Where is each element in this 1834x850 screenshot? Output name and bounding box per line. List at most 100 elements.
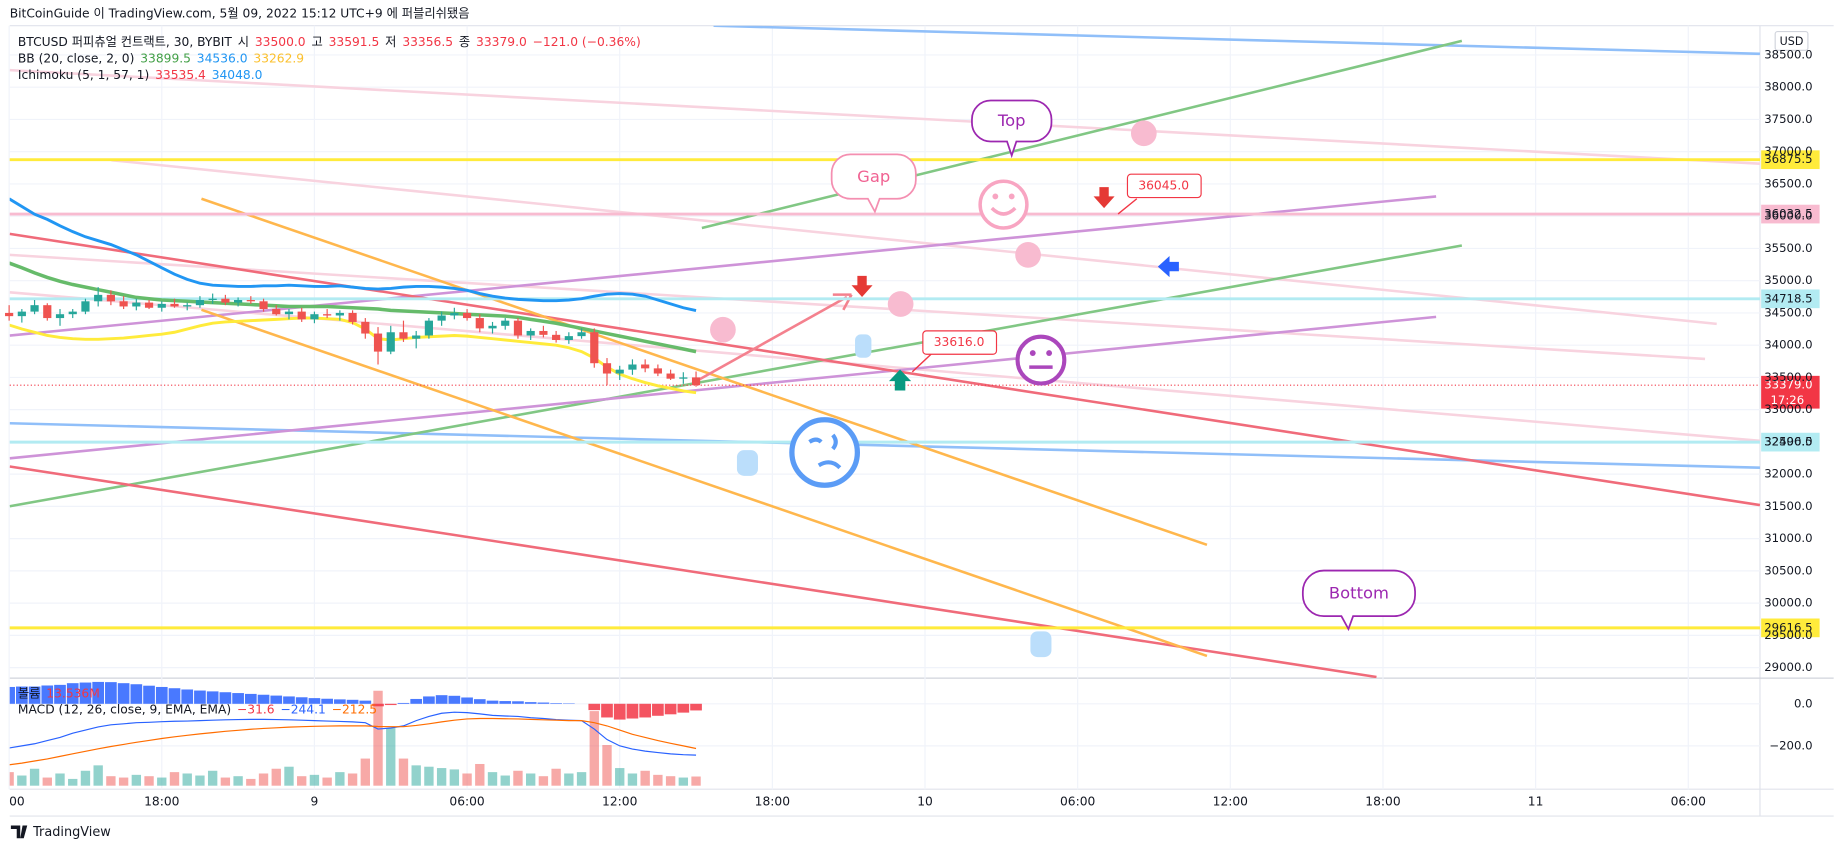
macd-histogram-bar (461, 697, 473, 704)
trend-line (9, 195, 1437, 337)
y-tick-label: 38000.0 (1764, 80, 1812, 94)
volume-bar (487, 772, 498, 786)
candle-body (450, 312, 459, 316)
macd-histogram-bar (346, 699, 359, 704)
price-note (922, 330, 998, 355)
volume-bar (475, 763, 485, 786)
y-tick-label: 32500.0 (1764, 434, 1812, 448)
x-tick-label: 12:00 (602, 795, 637, 809)
y-tick-label: 38500.0 (1764, 47, 1812, 61)
candle-body (310, 314, 319, 320)
bubble-text: Top (997, 111, 1026, 130)
candle-body (641, 364, 650, 369)
legend-item: 저 (385, 35, 396, 49)
legend-item: BTCUSD 퍼피츄얼 컨트랙트, 30, BYBIT (18, 35, 233, 49)
volume-bar (246, 778, 256, 786)
macd-histogram-bar (588, 703, 601, 711)
y-tick-label: −200.0 (1769, 738, 1812, 752)
price-note-text: 36045.0 (1138, 178, 1189, 192)
macd-histogram-bar (372, 703, 384, 707)
level-label: 32496.5 (1764, 435, 1812, 449)
level-label-box (1761, 150, 1820, 170)
currency-box (1774, 30, 1809, 51)
macd-histogram-bar (155, 686, 168, 704)
x-tick-label: 12:00 (1213, 795, 1248, 809)
legend-item: 33591.5 (329, 35, 380, 49)
legend-row: BTCUSD 퍼피츄얼 컨트랙트, 30, BYBIT 시 33500.0 고 3359… (18, 35, 641, 49)
trend-line (9, 244, 1463, 508)
macd-histogram-bar (423, 696, 435, 704)
candle-body (348, 312, 357, 322)
x-tick-label: 06:00 (1060, 795, 1095, 809)
smiley-icon (990, 206, 1017, 216)
legend-item: 33535.4 (155, 67, 206, 81)
macd-histogram-bar (232, 693, 244, 704)
candle-body (691, 377, 701, 386)
hand-icon (855, 334, 872, 358)
candle-body (501, 320, 510, 326)
macd-histogram-bar (143, 685, 155, 704)
candle-body (119, 301, 128, 307)
candle-body (526, 330, 535, 336)
candle-body (272, 309, 281, 315)
candle-body (552, 334, 561, 340)
volume-bar (500, 775, 510, 786)
level-label-box (1761, 432, 1820, 452)
smiley-icon (1008, 193, 1015, 200)
candles (5, 287, 701, 387)
hand-icons (736, 334, 1052, 658)
legend-item: 시 (238, 35, 249, 49)
speech-bubble (1301, 569, 1416, 632)
volume-bar (9, 772, 14, 786)
candle-body (132, 302, 141, 307)
confused-icon (808, 433, 842, 470)
trend-line (111, 158, 1717, 326)
candle-body (666, 373, 675, 379)
cat-icons (710, 120, 1157, 343)
volume-bar (68, 778, 78, 786)
level-label-box (1761, 289, 1820, 309)
x-tick-label: 11 (1528, 795, 1544, 809)
volume-bar (55, 773, 65, 786)
legend-item: 33500.0 (255, 35, 306, 49)
volume-bar (398, 758, 409, 786)
smiley-icon (992, 193, 999, 200)
macd-histogram-bar (601, 703, 613, 718)
volume-bar (284, 766, 294, 786)
candle-body (590, 332, 599, 364)
down-arrow (1093, 187, 1115, 209)
y-tick-label: 36500.0 (1764, 176, 1812, 190)
volume-bar (322, 777, 332, 786)
macd-histogram-bar (384, 703, 397, 706)
candle-body (55, 314, 65, 319)
legend-item: BB (20, close, 2, 0) (18, 51, 134, 65)
candle-body (615, 369, 624, 374)
y-tick-label: 31000.0 (1764, 531, 1812, 545)
volume-bar (640, 770, 650, 786)
macd-histogram-bar (626, 703, 639, 719)
candle-body (68, 311, 77, 315)
y-tick-label: 35500.0 (1764, 241, 1812, 255)
macd-histogram-bar (295, 697, 308, 704)
y-tick-label: 37000.0 (1764, 144, 1812, 158)
macd-histogram-bar (321, 698, 333, 704)
volume-bar (195, 775, 205, 786)
macd-histogram-bar (219, 692, 232, 704)
legend-item: −31.6 (237, 702, 275, 716)
volume-bar (424, 766, 434, 786)
volume-bar (335, 772, 345, 786)
cat-icon (710, 316, 736, 343)
candle-body (195, 300, 205, 306)
publish-header: BitCoinGuide 이 TradingView.com, 5월 09, 2… (10, 7, 470, 21)
y-tick-label: 30000.0 (1764, 596, 1812, 610)
trend-line (9, 315, 1437, 460)
trend-line (9, 68, 1760, 165)
macd-histogram-bar (397, 702, 410, 704)
volume-bar (691, 776, 701, 786)
macd-histogram-bar (283, 696, 295, 704)
volume-bar (436, 768, 447, 786)
labels: 38500.0 38000.0 37500.0 37000.0 36500.0 36000… (9, 35, 1812, 809)
y-tick-label: 29500.0 (1764, 628, 1812, 642)
price-note (1126, 173, 1202, 199)
